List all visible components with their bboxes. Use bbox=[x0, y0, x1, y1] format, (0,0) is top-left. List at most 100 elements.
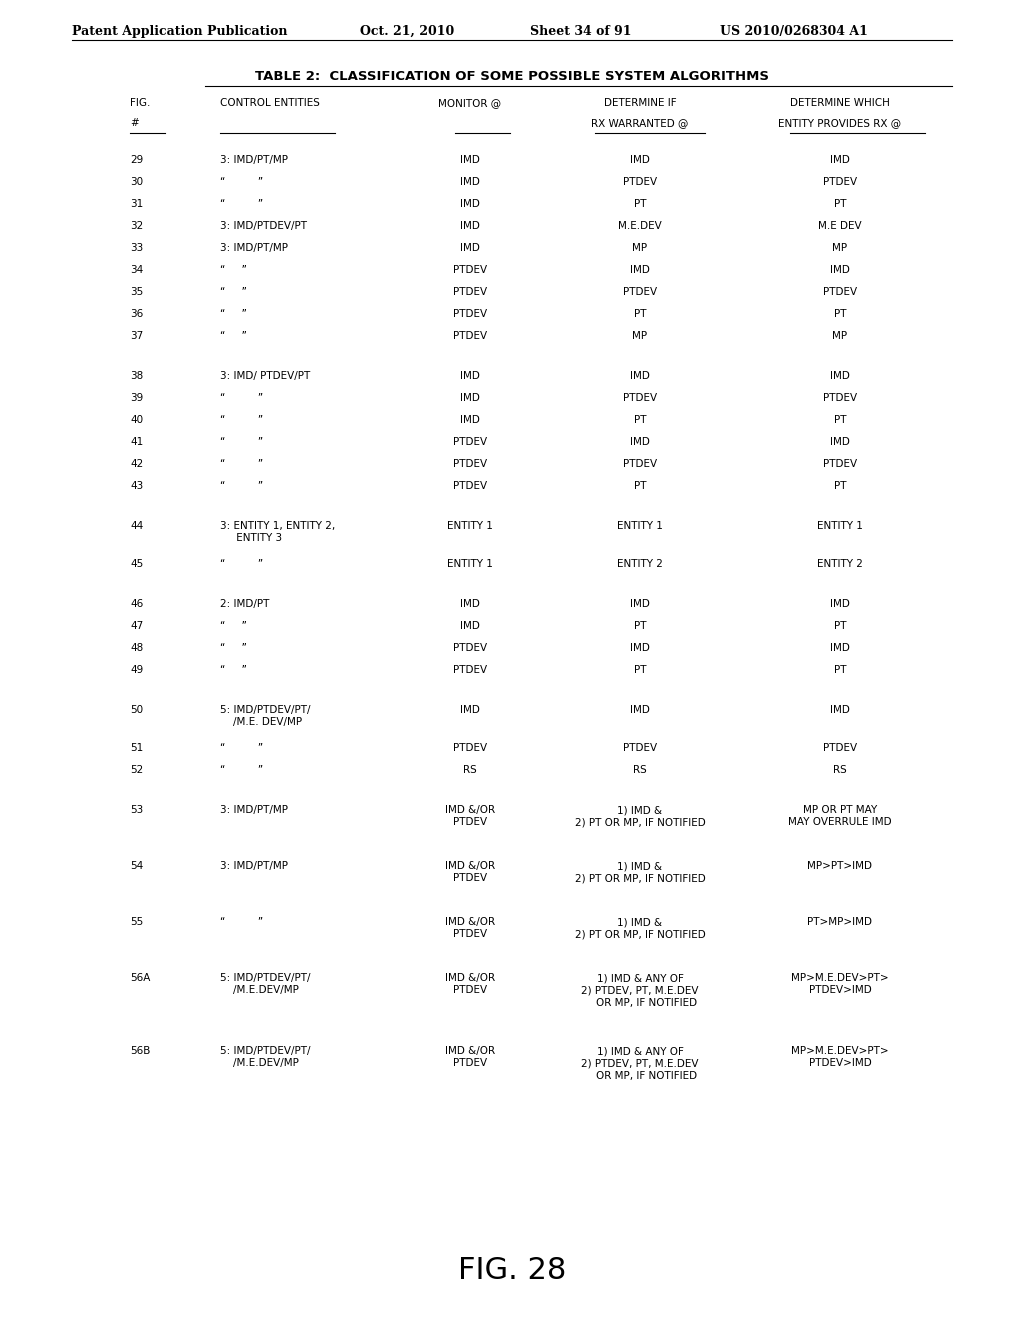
Text: IMD: IMD bbox=[630, 265, 650, 275]
Text: IMD: IMD bbox=[630, 599, 650, 609]
Text: ENTITY 1: ENTITY 1 bbox=[447, 558, 493, 569]
Text: “     ”: “ ” bbox=[220, 286, 247, 297]
Text: PT: PT bbox=[634, 665, 646, 675]
Text: IMD: IMD bbox=[460, 393, 480, 403]
Text: RS: RS bbox=[633, 766, 647, 775]
Text: 49: 49 bbox=[130, 665, 143, 675]
Text: ENTITY PROVIDES RX @: ENTITY PROVIDES RX @ bbox=[778, 117, 901, 128]
Text: 50: 50 bbox=[130, 705, 143, 715]
Text: CONTROL ENTITIES: CONTROL ENTITIES bbox=[220, 98, 319, 108]
Text: ENTITY 2: ENTITY 2 bbox=[817, 558, 863, 569]
Text: 3: IMD/PT/MP: 3: IMD/PT/MP bbox=[220, 243, 288, 253]
Text: PT: PT bbox=[634, 620, 646, 631]
Text: 38: 38 bbox=[130, 371, 143, 381]
Text: US 2010/0268304 A1: US 2010/0268304 A1 bbox=[720, 25, 868, 38]
Text: IMD: IMD bbox=[830, 643, 850, 653]
Text: “          ”: “ ” bbox=[220, 917, 263, 927]
Text: MP: MP bbox=[633, 243, 647, 253]
Text: Patent Application Publication: Patent Application Publication bbox=[72, 25, 288, 38]
Text: 3: IMD/PT/MP: 3: IMD/PT/MP bbox=[220, 861, 288, 871]
Text: IMD: IMD bbox=[460, 371, 480, 381]
Text: IMD: IMD bbox=[460, 177, 480, 187]
Text: 1) IMD &
2) PT OR MP, IF NOTIFIED: 1) IMD & 2) PT OR MP, IF NOTIFIED bbox=[574, 805, 706, 828]
Text: PTDEV: PTDEV bbox=[453, 309, 487, 319]
Text: M.E.DEV: M.E.DEV bbox=[618, 220, 662, 231]
Text: “     ”: “ ” bbox=[220, 665, 247, 675]
Text: 3: ENTITY 1, ENTITY 2,
     ENTITY 3: 3: ENTITY 1, ENTITY 2, ENTITY 3 bbox=[220, 521, 335, 544]
Text: IMD: IMD bbox=[830, 265, 850, 275]
Text: MP: MP bbox=[633, 331, 647, 341]
Text: MP: MP bbox=[833, 331, 848, 341]
Text: 42: 42 bbox=[130, 459, 143, 469]
Text: “     ”: “ ” bbox=[220, 643, 247, 653]
Text: “          ”: “ ” bbox=[220, 766, 263, 775]
Text: 47: 47 bbox=[130, 620, 143, 631]
Text: IMD: IMD bbox=[460, 705, 480, 715]
Text: MONITOR @: MONITOR @ bbox=[438, 98, 502, 108]
Text: PT: PT bbox=[834, 309, 846, 319]
Text: PT>MP>IMD: PT>MP>IMD bbox=[808, 917, 872, 927]
Text: PT: PT bbox=[634, 480, 646, 491]
Text: RX WARRANTED @: RX WARRANTED @ bbox=[591, 117, 689, 128]
Text: PTDEV: PTDEV bbox=[453, 643, 487, 653]
Text: IMD &/OR
PTDEV: IMD &/OR PTDEV bbox=[445, 917, 495, 940]
Text: IMD: IMD bbox=[830, 154, 850, 165]
Text: IMD &/OR
PTDEV: IMD &/OR PTDEV bbox=[445, 861, 495, 883]
Text: PTDEV: PTDEV bbox=[623, 459, 657, 469]
Text: 32: 32 bbox=[130, 220, 143, 231]
Text: “          ”: “ ” bbox=[220, 393, 263, 403]
Text: 5: IMD/PTDEV/PT/
    /M.E.DEV/MP: 5: IMD/PTDEV/PT/ /M.E.DEV/MP bbox=[220, 1045, 310, 1068]
Text: “     ”: “ ” bbox=[220, 309, 247, 319]
Text: ENTITY 1: ENTITY 1 bbox=[817, 521, 863, 531]
Text: IMD: IMD bbox=[460, 220, 480, 231]
Text: IMD &/OR
PTDEV: IMD &/OR PTDEV bbox=[445, 1045, 495, 1068]
Text: MP OR PT MAY
MAY OVERRULE IMD: MP OR PT MAY MAY OVERRULE IMD bbox=[788, 805, 892, 828]
Text: IMD: IMD bbox=[630, 705, 650, 715]
Text: IMD: IMD bbox=[460, 620, 480, 631]
Text: IMD: IMD bbox=[630, 371, 650, 381]
Text: PT: PT bbox=[634, 414, 646, 425]
Text: 56B: 56B bbox=[130, 1045, 151, 1056]
Text: IMD: IMD bbox=[830, 437, 850, 447]
Text: 41: 41 bbox=[130, 437, 143, 447]
Text: 54: 54 bbox=[130, 861, 143, 871]
Text: PTDEV: PTDEV bbox=[453, 331, 487, 341]
Text: “     ”: “ ” bbox=[220, 265, 247, 275]
Text: 5: IMD/PTDEV/PT/
    /M.E.DEV/MP: 5: IMD/PTDEV/PT/ /M.E.DEV/MP bbox=[220, 973, 310, 995]
Text: 1) IMD &
2) PT OR MP, IF NOTIFIED: 1) IMD & 2) PT OR MP, IF NOTIFIED bbox=[574, 861, 706, 883]
Text: ENTITY 1: ENTITY 1 bbox=[617, 521, 663, 531]
Text: IMD: IMD bbox=[630, 437, 650, 447]
Text: “          ”: “ ” bbox=[220, 437, 263, 447]
Text: M.E DEV: M.E DEV bbox=[818, 220, 862, 231]
Text: Sheet 34 of 91: Sheet 34 of 91 bbox=[530, 25, 632, 38]
Text: PTDEV: PTDEV bbox=[453, 286, 487, 297]
Text: “     ”: “ ” bbox=[220, 331, 247, 341]
Text: “          ”: “ ” bbox=[220, 558, 263, 569]
Text: 44: 44 bbox=[130, 521, 143, 531]
Text: PTDEV: PTDEV bbox=[823, 393, 857, 403]
Text: PTDEV: PTDEV bbox=[823, 459, 857, 469]
Text: 46: 46 bbox=[130, 599, 143, 609]
Text: 52: 52 bbox=[130, 766, 143, 775]
Text: IMD: IMD bbox=[630, 154, 650, 165]
Text: MP>M.E.DEV>PT>
PTDEV>IMD: MP>M.E.DEV>PT> PTDEV>IMD bbox=[792, 973, 889, 995]
Text: FIG. 28: FIG. 28 bbox=[458, 1257, 566, 1284]
Text: 3: IMD/PT/MP: 3: IMD/PT/MP bbox=[220, 154, 288, 165]
Text: DETERMINE WHICH: DETERMINE WHICH bbox=[791, 98, 890, 108]
Text: 2: IMD/PT: 2: IMD/PT bbox=[220, 599, 269, 609]
Text: PTDEV: PTDEV bbox=[623, 286, 657, 297]
Text: MP>M.E.DEV>PT>
PTDEV>IMD: MP>M.E.DEV>PT> PTDEV>IMD bbox=[792, 1045, 889, 1068]
Text: 34: 34 bbox=[130, 265, 143, 275]
Text: PTDEV: PTDEV bbox=[623, 177, 657, 187]
Text: PTDEV: PTDEV bbox=[453, 480, 487, 491]
Text: PTDEV: PTDEV bbox=[453, 437, 487, 447]
Text: 51: 51 bbox=[130, 743, 143, 752]
Text: RS: RS bbox=[463, 766, 477, 775]
Text: “          ”: “ ” bbox=[220, 459, 263, 469]
Text: 36: 36 bbox=[130, 309, 143, 319]
Text: PT: PT bbox=[834, 620, 846, 631]
Text: Oct. 21, 2010: Oct. 21, 2010 bbox=[360, 25, 455, 38]
Text: ENTITY 1: ENTITY 1 bbox=[447, 521, 493, 531]
Text: “     ”: “ ” bbox=[220, 620, 247, 631]
Text: IMD: IMD bbox=[830, 599, 850, 609]
